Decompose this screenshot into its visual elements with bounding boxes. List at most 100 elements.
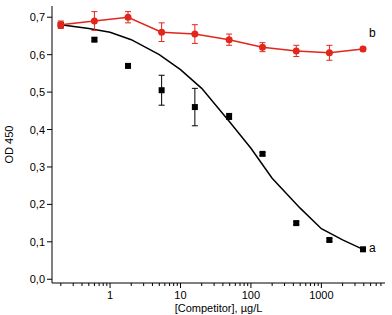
x-axis	[52, 283, 385, 284]
x-minor-tick	[310, 283, 311, 286]
y-tick	[47, 279, 52, 280]
y-tick-label: 0,1	[30, 236, 45, 248]
x-minor-tick	[354, 283, 355, 286]
error-bar	[226, 34, 232, 45]
x-minor-tick	[82, 283, 83, 286]
x-minor-tick	[169, 283, 170, 286]
x-minor-tick	[131, 283, 132, 286]
y-tick-label: 0,5	[30, 86, 45, 98]
y-tick-label: 0,6	[30, 49, 45, 61]
x-minor-tick	[318, 283, 319, 286]
x-minor-tick	[305, 283, 306, 286]
y-tick	[47, 92, 52, 93]
x-minor-tick	[222, 283, 223, 286]
data-point	[259, 44, 266, 51]
x-minor-tick	[94, 283, 95, 286]
y-tick-label: 0,4	[30, 124, 45, 136]
x-minor-tick	[229, 283, 230, 286]
data-point	[226, 36, 233, 43]
x-minor-tick	[159, 283, 160, 286]
x-minor-tick	[363, 283, 364, 286]
error-bar	[159, 23, 165, 42]
data-point	[57, 21, 64, 28]
x-tick	[180, 283, 181, 288]
data-point	[58, 22, 64, 28]
data-point	[158, 29, 165, 36]
x-minor-tick	[60, 283, 61, 286]
x-minor-tick	[300, 283, 301, 286]
y-tick	[47, 204, 52, 205]
x-minor-tick	[152, 283, 153, 286]
series-line	[61, 25, 363, 250]
error-bar	[293, 45, 299, 56]
x-minor-tick	[88, 283, 89, 286]
data-point	[360, 46, 367, 53]
error-bar	[159, 75, 165, 105]
y-tick	[47, 241, 52, 242]
x-tick-label: 1	[107, 289, 113, 301]
data-point	[91, 17, 98, 24]
error-bar	[91, 12, 97, 31]
error-bar	[192, 88, 198, 125]
y-axis-title: OD 450	[3, 126, 15, 164]
x-minor-tick	[342, 283, 343, 286]
data-point	[293, 220, 299, 226]
error-bar	[125, 12, 131, 23]
data-point	[260, 151, 266, 157]
x-minor-tick	[173, 283, 174, 286]
x-axis-title: [Competitor], µg/L	[175, 302, 263, 314]
plot-area	[57, 12, 366, 253]
error-bar	[192, 25, 198, 44]
series-line	[61, 17, 363, 53]
y-tick	[47, 129, 52, 130]
x-minor-tick	[272, 283, 273, 286]
x-minor-tick	[177, 283, 178, 286]
x-minor-tick	[370, 283, 371, 286]
x-minor-tick	[284, 283, 285, 286]
y-tick	[47, 17, 52, 18]
x-minor-tick	[143, 283, 144, 286]
x-tick	[110, 283, 111, 288]
x-minor-tick	[164, 283, 165, 286]
y-tick-label: 0,7	[30, 11, 45, 23]
x-minor-tick	[73, 283, 74, 286]
x-minor-tick	[99, 283, 100, 286]
x-minor-tick	[240, 283, 241, 286]
x-minor-tick	[380, 283, 381, 286]
x-minor-tick	[293, 283, 294, 286]
y-tick-label: 0,3	[30, 161, 45, 173]
y-tick-label: 0,0	[30, 273, 45, 285]
y-tick	[47, 54, 52, 55]
data-point	[191, 31, 198, 38]
series-label: b	[369, 26, 376, 40]
data-point	[192, 104, 198, 110]
x-minor-tick	[106, 283, 107, 286]
chart: 1 10 100 1000 0,0 0,1 0,2 0,3 0,4 0,5 0,6 0,7 [Compe…	[0, 0, 392, 315]
x-tick-label: 1000	[309, 289, 333, 301]
x-minor-tick	[235, 283, 236, 286]
data-point	[125, 63, 131, 69]
data-point	[91, 37, 97, 43]
error-bar	[326, 45, 332, 60]
x-minor-tick	[376, 283, 377, 286]
x-minor-tick	[314, 283, 315, 286]
x-minor-tick	[247, 283, 248, 286]
y-tick-label: 0,2	[30, 198, 45, 210]
x-tick-label: 100	[242, 289, 260, 301]
x-tick	[250, 283, 251, 288]
x-tick-label: 10	[174, 289, 186, 301]
x-minor-tick	[103, 283, 104, 286]
x-minor-tick	[244, 283, 245, 286]
series-labels: ab	[369, 26, 376, 255]
data-point	[326, 237, 332, 243]
error-bar	[260, 43, 266, 52]
data-point	[326, 49, 333, 56]
data-point	[293, 47, 300, 54]
x-minor-tick	[214, 283, 215, 286]
data-point	[125, 14, 132, 21]
error-bar	[58, 21, 64, 28]
x-minor-tick	[201, 283, 202, 286]
data-point	[159, 87, 165, 93]
series-label: a	[369, 241, 376, 255]
x-tick	[321, 283, 322, 288]
